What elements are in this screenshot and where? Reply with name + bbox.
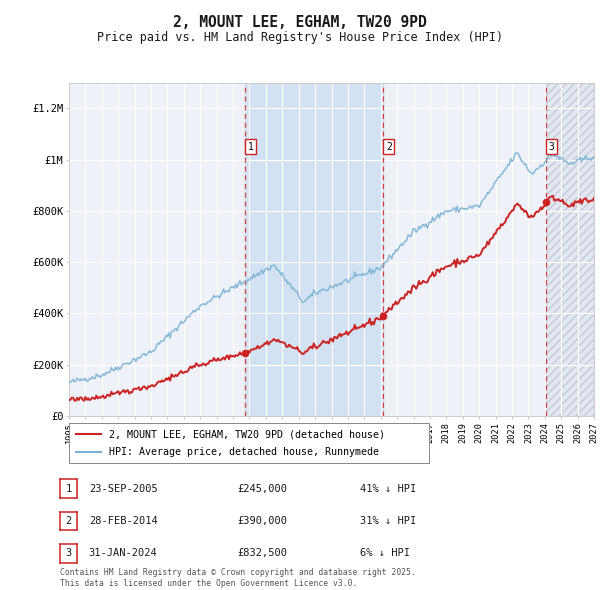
Text: 31-JAN-2024: 31-JAN-2024 <box>89 549 158 558</box>
Bar <box>546 83 594 416</box>
Text: 6% ↓ HPI: 6% ↓ HPI <box>360 549 410 558</box>
Text: 2: 2 <box>386 142 392 152</box>
Text: 2: 2 <box>65 516 71 526</box>
Text: 41% ↓ HPI: 41% ↓ HPI <box>360 484 416 493</box>
Text: 28-FEB-2014: 28-FEB-2014 <box>89 516 158 526</box>
Text: HPI: Average price, detached house, Runnymede: HPI: Average price, detached house, Runn… <box>109 447 379 457</box>
Text: £245,000: £245,000 <box>237 484 287 493</box>
Text: 31% ↓ HPI: 31% ↓ HPI <box>360 516 416 526</box>
Text: Contains HM Land Registry data © Crown copyright and database right 2025.
This d: Contains HM Land Registry data © Crown c… <box>60 568 416 588</box>
Text: 2, MOUNT LEE, EGHAM, TW20 9PD: 2, MOUNT LEE, EGHAM, TW20 9PD <box>173 15 427 30</box>
Text: 2, MOUNT LEE, EGHAM, TW20 9PD (detached house): 2, MOUNT LEE, EGHAM, TW20 9PD (detached … <box>109 430 385 440</box>
Text: 23-SEP-2005: 23-SEP-2005 <box>89 484 158 493</box>
Text: £390,000: £390,000 <box>237 516 287 526</box>
Text: £832,500: £832,500 <box>237 549 287 558</box>
Bar <box>245 83 383 416</box>
Text: 3: 3 <box>65 549 71 558</box>
Text: 1: 1 <box>65 484 71 493</box>
Text: Price paid vs. HM Land Registry's House Price Index (HPI): Price paid vs. HM Land Registry's House … <box>97 31 503 44</box>
Bar <box>546 83 594 416</box>
Text: 1: 1 <box>248 142 253 152</box>
Text: 3: 3 <box>548 142 554 152</box>
